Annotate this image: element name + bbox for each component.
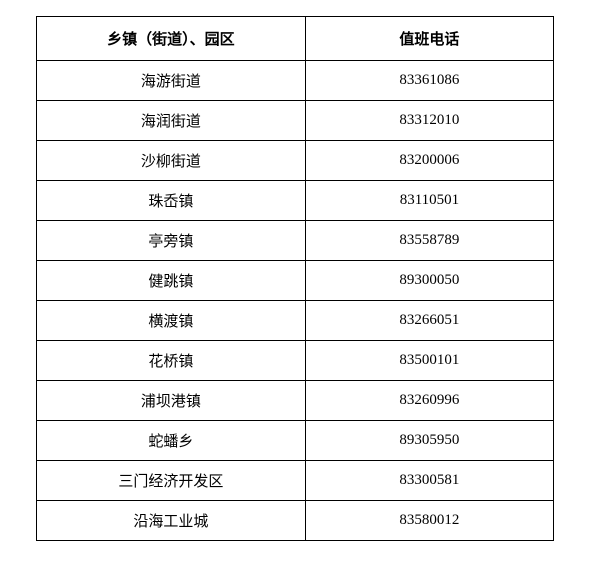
cell-township: 花桥镇 <box>37 341 306 381</box>
table-row: 三门经济开发区 83300581 <box>37 461 554 501</box>
cell-phone: 83558789 <box>305 221 553 261</box>
cell-phone: 83300581 <box>305 461 553 501</box>
table-row: 浦坝港镇 83260996 <box>37 381 554 421</box>
header-township: 乡镇（街道）、园区 <box>37 17 306 61</box>
cell-phone: 83312010 <box>305 101 553 141</box>
cell-township: 健跳镇 <box>37 261 306 301</box>
cell-township: 蛇蟠乡 <box>37 421 306 461</box>
cell-phone: 89300050 <box>305 261 553 301</box>
table-row: 珠岙镇 83110501 <box>37 181 554 221</box>
table-row: 沙柳街道 83200006 <box>37 141 554 181</box>
cell-phone: 83500101 <box>305 341 553 381</box>
cell-township: 海润街道 <box>37 101 306 141</box>
cell-township: 珠岙镇 <box>37 181 306 221</box>
cell-phone: 83266051 <box>305 301 553 341</box>
duty-phone-table: 乡镇（街道）、园区 值班电话 海游街道 83361086 海润街道 833120… <box>36 16 554 541</box>
cell-township: 横渡镇 <box>37 301 306 341</box>
table-row: 沿海工业城 83580012 <box>37 501 554 541</box>
table-row: 海游街道 83361086 <box>37 61 554 101</box>
cell-phone: 83260996 <box>305 381 553 421</box>
table-row: 花桥镇 83500101 <box>37 341 554 381</box>
cell-township: 亭旁镇 <box>37 221 306 261</box>
cell-phone: 83361086 <box>305 61 553 101</box>
cell-township: 沿海工业城 <box>37 501 306 541</box>
header-phone: 值班电话 <box>305 17 553 61</box>
table-row: 海润街道 83312010 <box>37 101 554 141</box>
cell-township: 沙柳街道 <box>37 141 306 181</box>
cell-phone: 89305950 <box>305 421 553 461</box>
table-row: 蛇蟠乡 89305950 <box>37 421 554 461</box>
table-header-row: 乡镇（街道）、园区 值班电话 <box>37 17 554 61</box>
cell-phone: 83580012 <box>305 501 553 541</box>
cell-township: 海游街道 <box>37 61 306 101</box>
cell-township: 三门经济开发区 <box>37 461 306 501</box>
cell-township: 浦坝港镇 <box>37 381 306 421</box>
table-row: 亭旁镇 83558789 <box>37 221 554 261</box>
cell-phone: 83110501 <box>305 181 553 221</box>
table-row: 横渡镇 83266051 <box>37 301 554 341</box>
cell-phone: 83200006 <box>305 141 553 181</box>
table-row: 健跳镇 89300050 <box>37 261 554 301</box>
